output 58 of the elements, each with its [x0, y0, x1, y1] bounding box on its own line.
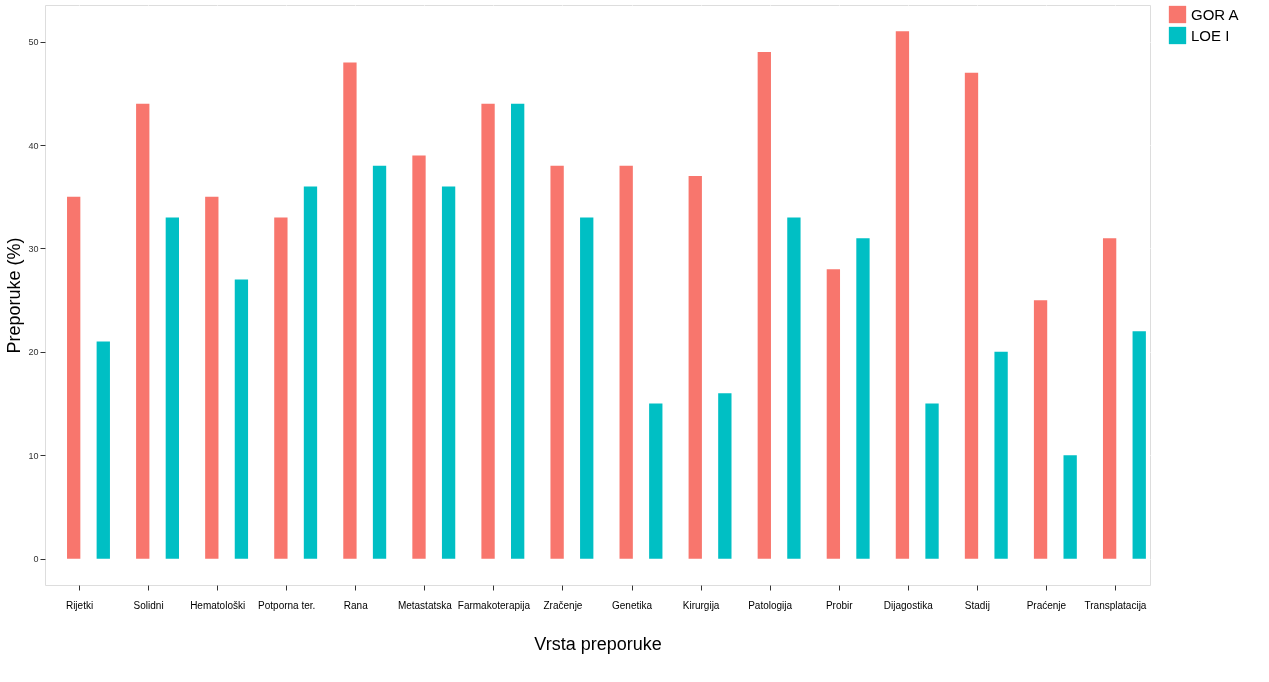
bar	[619, 165, 633, 559]
bar	[826, 269, 841, 559]
x-tick-label: Transplatacija	[1084, 599, 1147, 611]
bar	[1063, 455, 1077, 559]
bar	[343, 62, 357, 559]
bar	[964, 72, 979, 559]
x-tick-label: Metastatska	[397, 599, 453, 611]
bar	[649, 403, 663, 559]
bar	[580, 217, 594, 559]
bar	[136, 103, 150, 559]
bar	[1102, 238, 1117, 559]
bar	[96, 341, 110, 559]
x-tick-label: Kirurgija	[682, 599, 720, 611]
y-tick-label: 50	[28, 37, 39, 48]
x-tick-label: Solidni	[133, 599, 164, 611]
bar	[441, 186, 456, 559]
y-tick-label: 30	[28, 243, 39, 254]
y-axis-title: Preporuke (%)	[4, 237, 25, 354]
y-tick-label: 10	[28, 450, 39, 461]
y-tick-label: 0	[33, 554, 39, 565]
x-tick-label: Potporna ter.	[258, 599, 316, 611]
x-tick-label: Hematološki	[190, 599, 246, 611]
bar	[234, 279, 249, 559]
bar	[481, 103, 495, 559]
x-axis-title: Vrsta preporuke	[534, 633, 662, 654]
bar	[511, 103, 525, 559]
bar	[165, 217, 180, 559]
x-tick-label: Patologija	[748, 599, 793, 611]
x-tick-label: Zračenje	[543, 599, 583, 611]
y-tick-label: 20	[28, 347, 39, 358]
x-tick-label: Farmakoterapija	[457, 599, 531, 611]
y-tick-label: 40	[28, 140, 39, 151]
x-tick-label: Rana	[343, 599, 369, 611]
bar	[1132, 331, 1146, 559]
bar	[550, 165, 564, 559]
x-tick-label: Stadij	[964, 599, 990, 611]
x-tick-label: Praćenje	[1026, 599, 1067, 611]
bar	[1033, 300, 1048, 559]
bar	[787, 217, 801, 559]
legend-label: LOE I	[1191, 26, 1230, 44]
bar	[274, 217, 288, 559]
bar	[757, 52, 771, 559]
x-tick-label: Genetika	[612, 599, 653, 611]
x-tick-label: Rijetki	[65, 599, 94, 611]
bar	[67, 196, 81, 559]
bar	[856, 238, 870, 559]
bar	[994, 351, 1008, 559]
x-tick-label: Dijagostika	[883, 599, 934, 611]
bar	[718, 393, 732, 559]
bar	[205, 196, 219, 559]
bar	[895, 31, 910, 559]
bar	[372, 165, 387, 559]
x-tick-label: Probir	[825, 599, 854, 611]
bar	[303, 186, 318, 559]
bar	[412, 155, 426, 559]
legend-label: GOR A	[1191, 5, 1239, 23]
bar	[925, 403, 939, 559]
bar	[688, 176, 702, 559]
